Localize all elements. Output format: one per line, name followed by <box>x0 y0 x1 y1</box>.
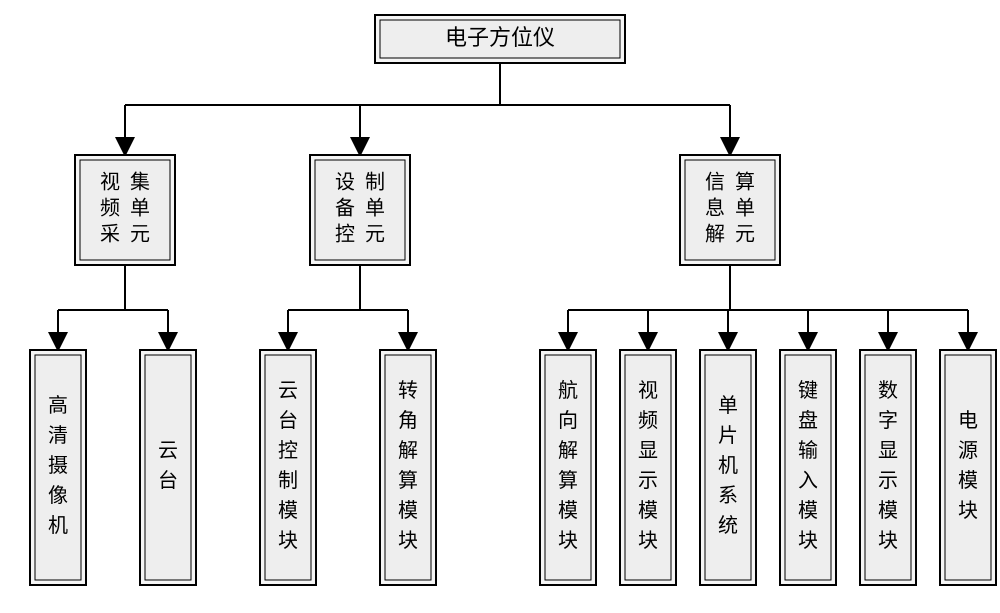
node-label: 电子方位仪 <box>445 25 555 50</box>
node-l6: 视频显示模块 <box>620 350 676 585</box>
svg-text:台: 台 <box>278 409 298 432</box>
svg-text:输: 输 <box>798 439 818 462</box>
svg-text:块: 块 <box>958 499 978 522</box>
svg-text:高: 高 <box>48 394 68 417</box>
svg-text:模: 模 <box>398 499 418 522</box>
svg-text:算: 算 <box>735 171 755 194</box>
svg-text:单: 单 <box>718 394 738 417</box>
node-root: 电子方位仪 <box>375 15 625 63</box>
svg-text:模: 模 <box>958 469 978 492</box>
svg-text:统: 统 <box>718 514 738 537</box>
svg-text:航: 航 <box>558 379 578 402</box>
svg-text:块: 块 <box>798 529 818 552</box>
svg-text:清: 清 <box>48 424 68 447</box>
svg-text:模: 模 <box>798 499 818 522</box>
svg-text:机: 机 <box>48 514 68 537</box>
node-u3: 信息解 算单元 <box>680 155 780 265</box>
svg-text:键: 键 <box>798 379 818 402</box>
node-u1: 视频采 集单元 <box>75 155 175 265</box>
svg-text:备: 备 <box>335 197 355 220</box>
svg-text:设: 设 <box>335 171 355 194</box>
svg-text:解: 解 <box>398 439 418 462</box>
svg-text:信: 信 <box>705 171 725 194</box>
svg-text:元: 元 <box>735 224 755 246</box>
svg-text:单: 单 <box>130 197 150 220</box>
svg-text:视: 视 <box>638 379 658 402</box>
svg-text:块: 块 <box>558 529 578 552</box>
node-l1: 高清摄像机 <box>30 350 86 585</box>
svg-text:元: 元 <box>130 224 150 246</box>
node-l2: 云台 <box>140 350 196 585</box>
svg-text:解: 解 <box>558 439 578 462</box>
svg-text:台: 台 <box>158 469 178 492</box>
hierarchy-diagram: 电子方位仪视频采集单元设备控制单元信息解算单元高清摄像机云台云台控制模块转角解算… <box>0 0 1000 613</box>
svg-text:角: 角 <box>398 409 418 432</box>
svg-text:频: 频 <box>100 197 120 220</box>
svg-text:块: 块 <box>278 529 298 552</box>
node-l5: 航向解算模块 <box>540 350 596 585</box>
svg-text:示: 示 <box>878 470 898 492</box>
svg-text:制: 制 <box>278 469 298 492</box>
svg-text:制: 制 <box>365 171 385 194</box>
svg-text:电: 电 <box>958 409 978 432</box>
svg-text:转: 转 <box>398 379 418 402</box>
svg-text:解: 解 <box>705 223 725 246</box>
svg-text:模: 模 <box>878 499 898 522</box>
svg-text:算: 算 <box>558 469 578 492</box>
svg-text:息: 息 <box>705 197 725 220</box>
svg-text:片: 片 <box>718 424 738 447</box>
svg-text:向: 向 <box>558 409 578 432</box>
svg-text:控: 控 <box>278 439 298 462</box>
svg-text:机: 机 <box>718 454 738 477</box>
svg-text:盘: 盘 <box>798 409 818 432</box>
svg-text:模: 模 <box>638 499 658 522</box>
svg-text:频: 频 <box>638 409 658 432</box>
node-l4: 转角解算模块 <box>380 350 436 585</box>
svg-text:系: 系 <box>718 484 738 507</box>
svg-text:块: 块 <box>638 529 658 552</box>
svg-text:字: 字 <box>878 409 898 432</box>
node-l8: 键盘输入模块 <box>780 350 836 585</box>
node-l7: 单片机系统 <box>700 350 756 585</box>
svg-text:入: 入 <box>798 470 818 492</box>
svg-text:数: 数 <box>878 379 898 402</box>
svg-text:采: 采 <box>100 223 120 246</box>
svg-text:像: 像 <box>48 484 68 507</box>
svg-text:示: 示 <box>638 470 658 492</box>
svg-text:元: 元 <box>365 224 385 246</box>
node-u2: 设备控 制单元 <box>310 155 410 265</box>
node-l10: 电源模块 <box>940 350 996 585</box>
svg-text:摄: 摄 <box>48 454 68 477</box>
node-l3: 云台控制模块 <box>260 350 316 585</box>
svg-text:源: 源 <box>958 439 978 462</box>
svg-text:显: 显 <box>878 440 898 462</box>
svg-text:显: 显 <box>638 440 658 462</box>
svg-text:块: 块 <box>878 529 898 552</box>
svg-text:算: 算 <box>398 469 418 492</box>
node-l9: 数字显示模块 <box>860 350 916 585</box>
svg-text:控: 控 <box>335 223 355 246</box>
svg-text:视: 视 <box>100 171 120 194</box>
svg-text:云: 云 <box>158 440 178 462</box>
svg-text:模: 模 <box>558 499 578 522</box>
svg-text:模: 模 <box>278 499 298 522</box>
svg-text:块: 块 <box>398 529 418 552</box>
svg-text:单: 单 <box>365 197 385 220</box>
svg-text:单: 单 <box>735 197 755 220</box>
svg-text:云: 云 <box>278 380 298 402</box>
svg-text:集: 集 <box>130 171 150 194</box>
